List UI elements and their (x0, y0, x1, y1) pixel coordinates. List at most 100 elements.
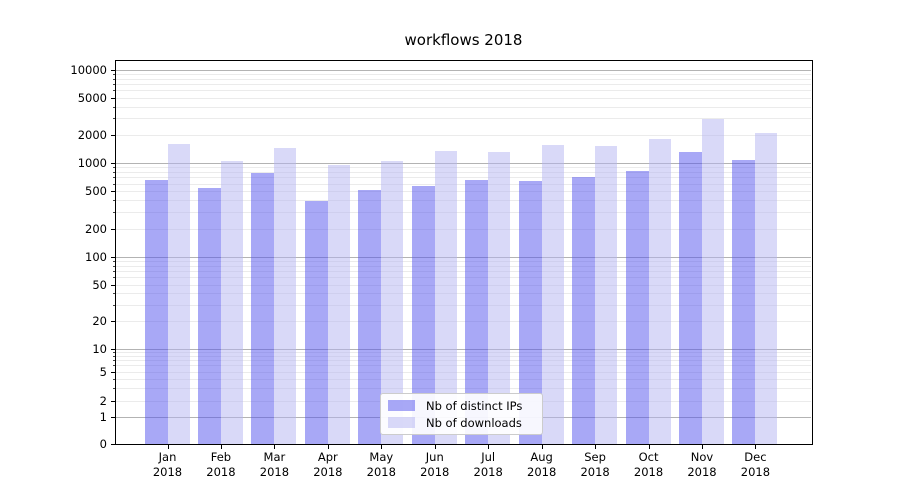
y-tick-mark (111, 371, 115, 373)
y-axis-tick-label: 5000 (77, 90, 107, 105)
legend: Nb of distinct IPs Nb of downloads (380, 393, 543, 435)
y-minor-tick-mark (112, 177, 115, 179)
y-minor-tick-mark (112, 351, 115, 353)
x-tick-mark (541, 445, 543, 449)
y-minor-tick-mark (112, 172, 115, 173)
bar-nb-of-downloads-jan (167, 143, 190, 444)
x-axis-year-label: 2018 (313, 465, 343, 479)
x-axis-year-label: 2018 (206, 465, 236, 479)
bar-nb-of-downloads-dec (755, 133, 778, 444)
y-tick-mark (111, 97, 115, 99)
y-minor-tick-mark (112, 211, 115, 213)
y-axis-tick-label: 10 (92, 341, 107, 356)
gridline (116, 191, 811, 192)
y-minor-tick-mark (112, 387, 115, 389)
gridline (116, 200, 811, 202)
x-tick-mark (327, 445, 329, 449)
bar-nb-of-downloads-jul (488, 151, 511, 444)
x-axis-tick-label: May (369, 450, 394, 464)
gridline (116, 378, 811, 380)
y-minor-tick-mark (112, 304, 115, 306)
bar-nb-of-distinct-ips-may (358, 189, 382, 444)
y-minor-tick-mark (112, 90, 115, 92)
y-minor-tick-mark (112, 360, 115, 362)
x-axis-tick-label: Dec (744, 450, 767, 464)
x-tick-mark (434, 445, 436, 449)
gridline (116, 304, 811, 306)
x-axis-tick-label: Jul (481, 450, 496, 464)
bar-nb-of-downloads-mar (274, 147, 297, 444)
y-axis-tick-label: 20 (92, 314, 107, 328)
gridline (116, 360, 811, 362)
gridline (116, 106, 811, 108)
y-minor-tick-mark (112, 118, 115, 120)
y-minor-tick-mark (112, 277, 115, 279)
x-axis-year-label: 2018 (527, 465, 557, 479)
y-axis-tick-label: 200 (85, 221, 107, 236)
x-axis-year-label: 2018 (687, 465, 717, 479)
x-tick-mark (274, 445, 276, 449)
y-axis-tick-label: 0 (99, 437, 107, 451)
gridline (116, 163, 811, 164)
bar-nb-of-distinct-ips-feb (197, 188, 221, 444)
x-axis-tick-label: Jan (158, 450, 177, 464)
legend-swatch-nb-of-downloads (388, 417, 415, 428)
gridline (116, 270, 811, 272)
y-tick-mark (111, 135, 115, 136)
x-axis-tick-label: Jun (425, 450, 444, 464)
x-axis-tick-label: Apr (317, 450, 338, 464)
bar-nb-of-distinct-ips-mar (251, 172, 275, 444)
x-axis-tick-label: Nov (690, 450, 714, 464)
y-tick-mark (111, 163, 115, 164)
x-axis-year-label: 2018 (740, 465, 771, 479)
y-minor-tick-mark (112, 183, 115, 185)
x-axis-tick-label: Mar (263, 450, 286, 464)
bar-nb-of-distinct-ips-aug (518, 181, 542, 444)
gridline (116, 70, 811, 71)
y-axis-tick-label: 500 (85, 184, 107, 198)
legend-label: Nb of downloads (426, 415, 522, 430)
y-axis-tick-label: 5 (99, 364, 107, 379)
x-axis-tick-label: Sep (584, 450, 606, 464)
x-tick-mark (167, 445, 169, 449)
bar-nb-of-downloads-feb (220, 161, 243, 444)
gridline (116, 293, 811, 295)
bar-nb-of-downloads-may (381, 161, 404, 444)
y-minor-tick-mark (112, 355, 115, 357)
y-axis-tick-label: 1000 (77, 156, 107, 170)
gridline (116, 348, 811, 350)
bar-nb-of-distinct-ips-oct (625, 170, 649, 444)
gridline (116, 177, 811, 179)
x-axis-year-label: 2018 (473, 465, 503, 479)
y-tick-mark (111, 191, 115, 192)
y-minor-tick-mark (112, 378, 115, 380)
bar-nb-of-downloads-nov (702, 118, 724, 444)
x-axis-year-label: 2018 (259, 465, 290, 479)
gridline (116, 74, 811, 76)
gridline (116, 256, 811, 258)
y-minor-tick-mark (112, 200, 115, 202)
gridline (116, 228, 811, 230)
x-axis-year-label: 2018 (633, 465, 664, 479)
legend-label: Nb of distinct IPs (426, 398, 523, 413)
y-tick-mark (111, 348, 115, 350)
gridline (116, 78, 811, 80)
y-tick-mark (111, 417, 115, 418)
y-axis-tick-label: 100 (85, 249, 107, 264)
gridline (116, 387, 811, 389)
x-tick-mark (595, 445, 597, 449)
gridline (116, 365, 811, 367)
gridline (116, 172, 811, 173)
gridline (116, 284, 811, 286)
y-axis-tick-label: 2 (99, 393, 107, 408)
y-tick-mark (111, 228, 115, 230)
gridline (116, 355, 811, 357)
bar-nb-of-distinct-ips-jan (144, 180, 168, 444)
y-minor-tick-mark (112, 365, 115, 367)
y-minor-tick-mark (112, 270, 115, 272)
x-tick-mark (648, 445, 650, 449)
gridline (116, 211, 811, 213)
legend-item: Nb of downloads (388, 414, 535, 431)
bar-nb-of-distinct-ips-apr (304, 201, 328, 444)
